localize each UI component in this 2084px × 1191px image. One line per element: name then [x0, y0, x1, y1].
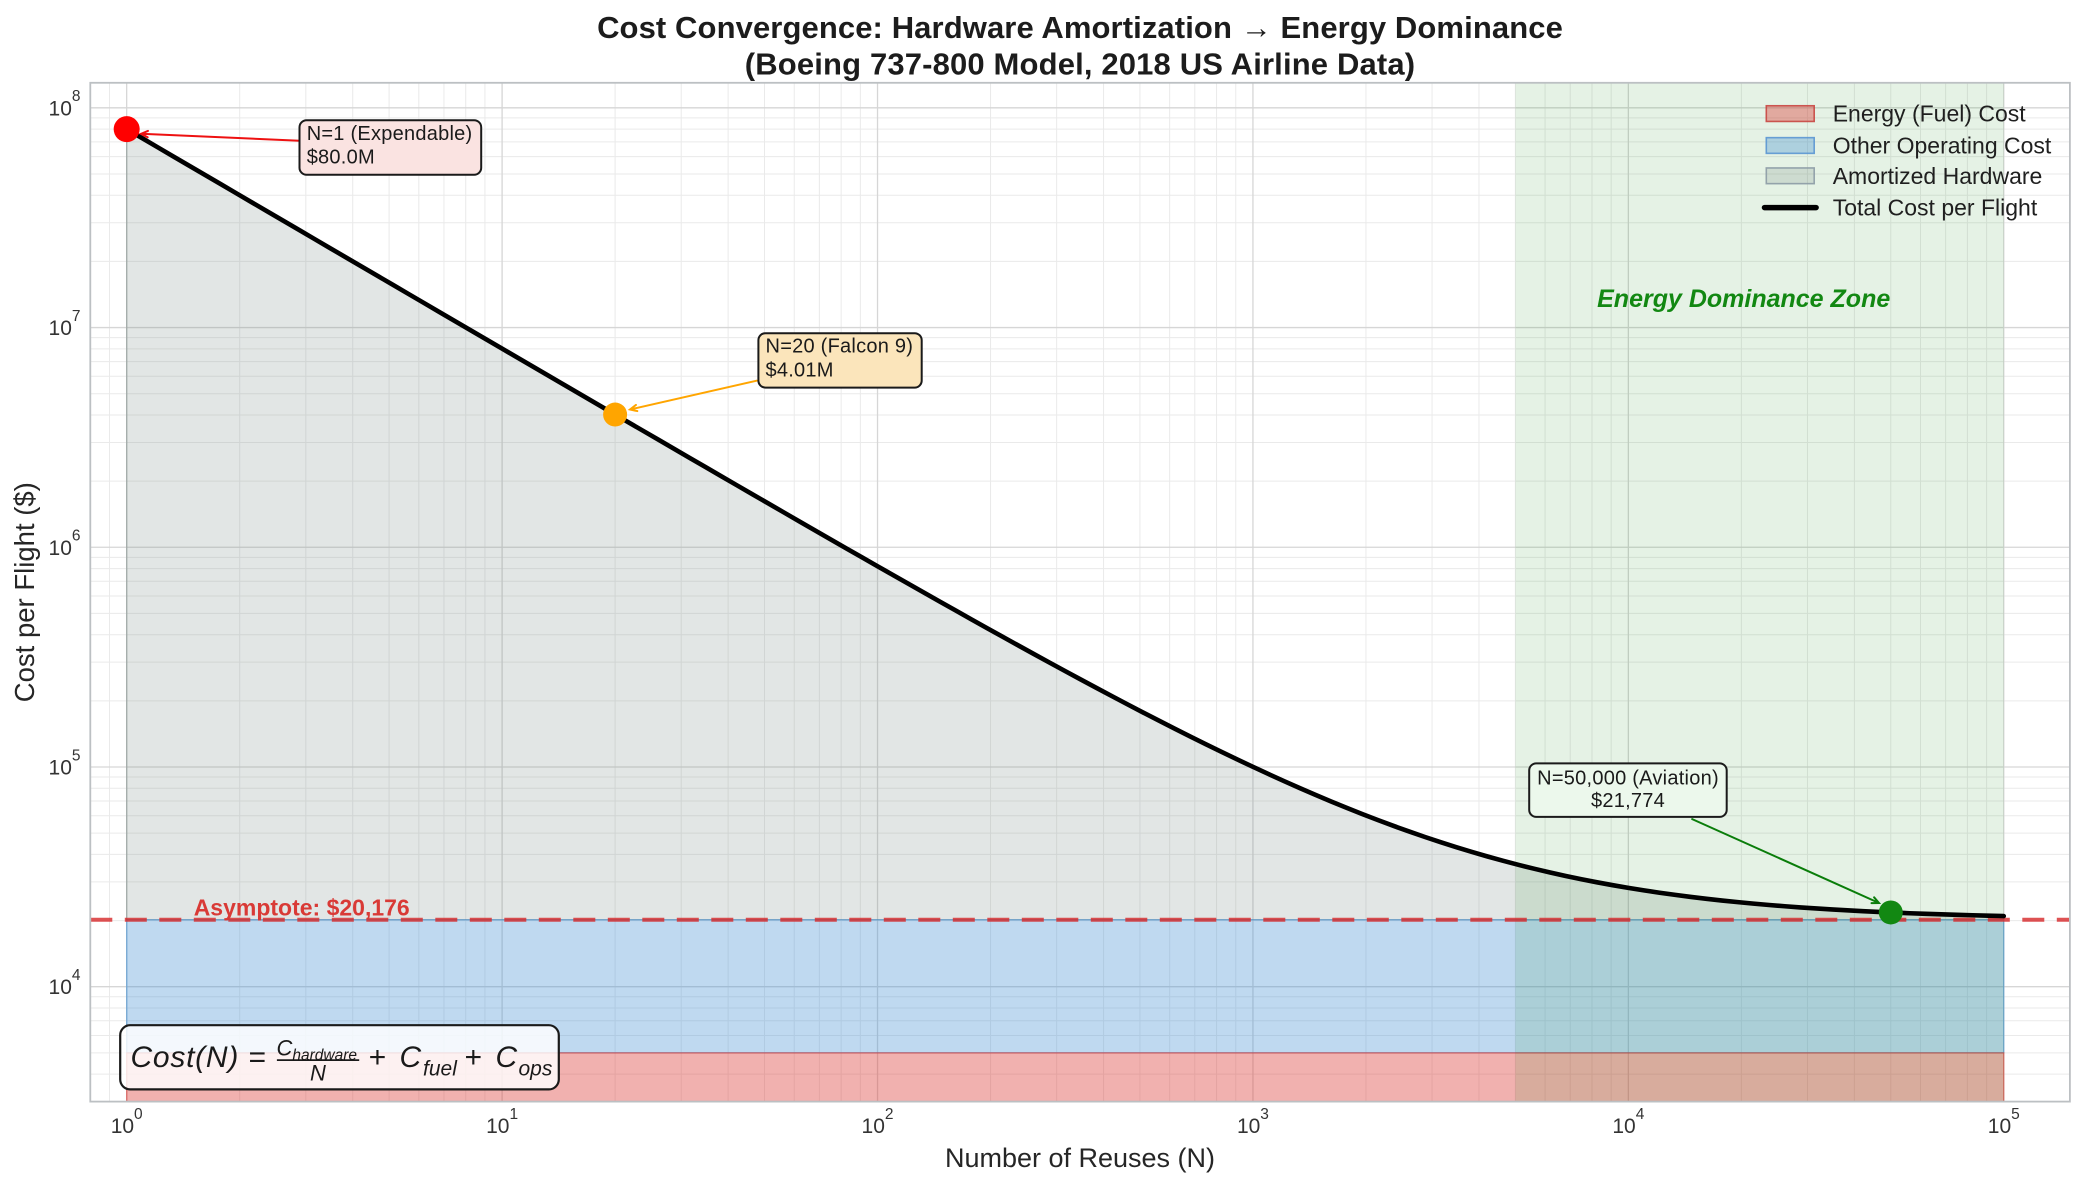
- svg-text:fuel: fuel: [423, 1058, 458, 1081]
- svg-text:$21,774: $21,774: [1591, 790, 1665, 812]
- svg-text:N=20 (Falcon 9): N=20 (Falcon 9): [766, 336, 914, 358]
- svg-text:Energy Dominance Zone: Energy Dominance Zone: [1597, 285, 1890, 313]
- svg-text:$4.01M: $4.01M: [766, 360, 834, 382]
- svg-text:+: +: [368, 1041, 386, 1074]
- svg-text:N: N: [310, 1061, 326, 1086]
- svg-text:Cost(N) =: Cost(N) =: [131, 1041, 267, 1074]
- svg-text:C: C: [496, 1041, 518, 1074]
- svg-text:Energy (Fuel) Cost: Energy (Fuel) Cost: [1833, 101, 2027, 127]
- svg-text:Cost Convergence: Hardware Amo: Cost Convergence: Hardware Amortization …: [597, 10, 1563, 45]
- svg-text:Amortized Hardware: Amortized Hardware: [1833, 163, 2043, 189]
- svg-text:+: +: [464, 1041, 482, 1074]
- svg-text:C: C: [400, 1041, 422, 1074]
- svg-text:(Boeing 737-800 Model, 2018 US: (Boeing 737-800 Model, 2018 US Airline D…: [745, 47, 1415, 82]
- svg-text:Total Cost per Flight: Total Cost per Flight: [1833, 195, 2038, 221]
- svg-text:$80.0M: $80.0M: [307, 147, 375, 169]
- svg-text:Other Operating Cost: Other Operating Cost: [1833, 133, 2052, 159]
- svg-text:Number of Reuses (N): Number of Reuses (N): [945, 1143, 1215, 1173]
- svg-text:ops: ops: [519, 1058, 553, 1081]
- svg-text:N=1 (Expendable): N=1 (Expendable): [307, 123, 473, 145]
- svg-text:Asymptote: $20,176: Asymptote: $20,176: [194, 895, 410, 921]
- svg-text:Cost per Flight ($): Cost per Flight ($): [9, 482, 40, 702]
- svg-text:N=50,000 (Aviation): N=50,000 (Aviation): [1537, 768, 1719, 790]
